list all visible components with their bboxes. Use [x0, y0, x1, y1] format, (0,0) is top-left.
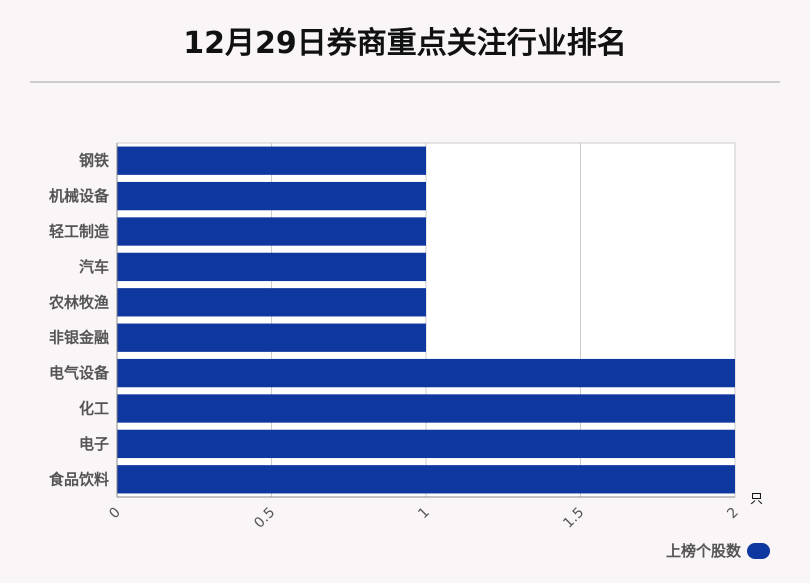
x-tick-label-2: 1	[415, 505, 433, 523]
x-tick-label-0: 0	[106, 505, 124, 523]
bar-2	[117, 217, 426, 246]
bar-9	[117, 465, 735, 494]
category-label-2: 轻工制造	[49, 223, 109, 241]
legend[interactable]: 上榜个股数	[666, 540, 770, 561]
bar-3	[117, 252, 426, 282]
category-label-9: 食品饮料	[49, 470, 109, 488]
x-tick-label-1: 0.5	[251, 505, 278, 532]
x-tick-label-3: 1.5	[560, 505, 587, 532]
legend-swatch	[747, 542, 770, 559]
category-label-7: 化工	[79, 400, 109, 418]
category-label-1: 机械设备	[49, 187, 110, 205]
category-label-8: 电子	[79, 435, 109, 453]
category-label-6: 电气设备	[49, 364, 110, 382]
category-label-4: 农林牧渔	[48, 293, 109, 311]
chart-title: 12月29日券商重点关注行业排名	[183, 26, 627, 61]
legend-label: 上榜个股数	[665, 542, 741, 560]
bar-0	[117, 146, 426, 175]
category-label-3: 汽车	[79, 258, 109, 276]
bar-1	[117, 181, 426, 211]
bar-6	[117, 358, 735, 388]
x-tick-label-4: 2	[724, 505, 742, 523]
bar-4	[117, 288, 426, 317]
category-label-5: 非银金融	[49, 329, 109, 347]
category-label-0: 钢铁	[79, 152, 109, 170]
title-divider	[30, 81, 780, 83]
bar-8	[117, 429, 735, 459]
bar-5	[117, 323, 426, 352]
x-unit-label: 只	[750, 492, 763, 507]
bar-7	[117, 394, 735, 423]
